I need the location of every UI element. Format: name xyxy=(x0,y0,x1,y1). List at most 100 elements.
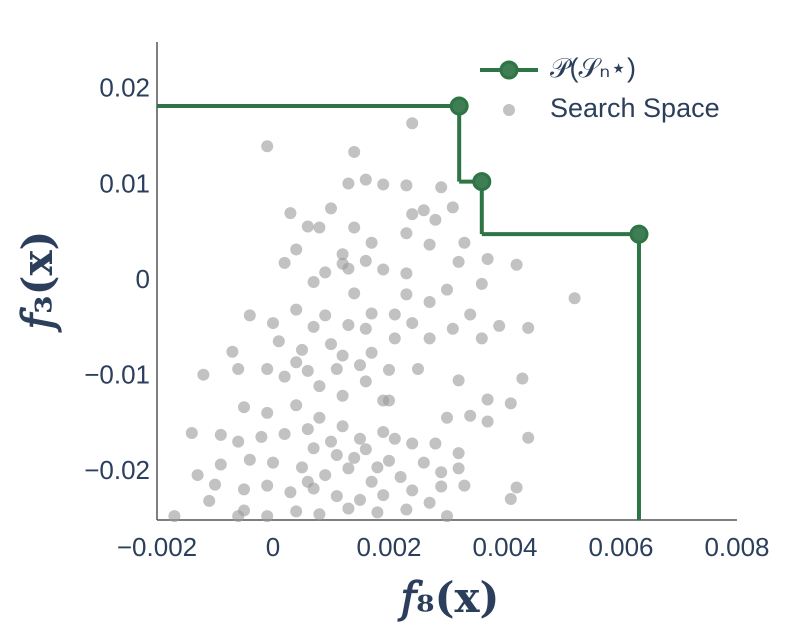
scatter-point xyxy=(458,236,471,249)
scatter-point xyxy=(406,317,419,330)
scatter-point xyxy=(388,308,401,321)
scatter-point xyxy=(417,456,430,469)
scatter-point xyxy=(226,345,239,358)
scatter-point xyxy=(359,375,372,388)
scatter-point xyxy=(238,401,250,414)
scatter-point xyxy=(290,243,303,256)
scatter-point xyxy=(435,480,448,493)
legend-label: Search Space xyxy=(550,93,720,123)
scatter-point xyxy=(272,335,285,348)
scatter-point xyxy=(365,346,378,359)
scatter-point xyxy=(441,283,453,296)
scatter-point xyxy=(522,321,535,334)
scatter-point xyxy=(464,308,477,321)
scatter-point xyxy=(261,510,274,523)
scatter-point xyxy=(400,267,413,280)
scatter-point xyxy=(214,428,227,441)
scatter-point xyxy=(336,349,349,362)
scatter-point xyxy=(446,201,459,214)
scatter-point xyxy=(429,437,442,450)
scatter-point xyxy=(359,322,372,335)
scatter-point xyxy=(365,236,378,249)
scatter-point xyxy=(423,332,436,345)
scatter-point xyxy=(354,432,366,445)
scatter-point xyxy=(278,427,291,440)
scatter-point xyxy=(441,510,453,523)
scatter-point xyxy=(214,458,227,471)
scatter-point xyxy=(516,372,529,385)
scatter-point xyxy=(359,254,372,267)
scatter-point xyxy=(238,483,250,496)
scatter-point xyxy=(203,494,216,507)
scatter-point xyxy=(475,332,488,345)
scatter-point xyxy=(307,275,320,288)
scatter-point xyxy=(278,370,291,383)
scatter-point xyxy=(359,443,372,456)
x-tick-label: −0.002 xyxy=(117,532,197,562)
scatter-point xyxy=(504,492,517,505)
x-tick-label: 0.006 xyxy=(588,532,653,562)
front-point xyxy=(449,96,469,116)
scatter-point xyxy=(406,208,419,221)
y-tick-label: 0 xyxy=(136,264,150,294)
scatter-point xyxy=(330,490,343,503)
scatter-point xyxy=(267,317,279,330)
scatter-point xyxy=(168,510,181,523)
scatter-point xyxy=(342,262,355,275)
scatter-point xyxy=(197,368,210,381)
scatter-point xyxy=(417,204,430,217)
scatter-point xyxy=(342,462,355,475)
scatter-point xyxy=(301,475,314,488)
scatter-point xyxy=(365,475,378,488)
scatter-point xyxy=(284,207,297,220)
scatter-point xyxy=(377,489,390,502)
scatter-point xyxy=(388,432,401,445)
scatter-point xyxy=(232,362,245,375)
scatter-point xyxy=(209,478,221,491)
scatter-point xyxy=(568,292,581,305)
scatter-point xyxy=(243,309,256,322)
scatter-point xyxy=(313,508,326,521)
scatter-point xyxy=(371,506,384,519)
scatter-point xyxy=(359,173,372,186)
scatter-point xyxy=(452,255,465,268)
scatter-point xyxy=(348,221,361,234)
scatter-point xyxy=(452,374,465,387)
scatter-point xyxy=(284,486,297,499)
scatter-point xyxy=(400,179,413,192)
scatter-point xyxy=(290,303,303,316)
scatter-point xyxy=(325,202,337,215)
y-axis-label: 𝑓₃(𝐱) xyxy=(13,231,62,334)
scatter-point xyxy=(342,177,355,190)
scatter-point xyxy=(307,320,320,333)
scatter-point xyxy=(406,484,419,497)
scatter-point xyxy=(232,510,245,523)
scatter-point xyxy=(522,431,535,444)
scatter-point xyxy=(406,117,419,130)
scatter-point xyxy=(377,263,390,276)
scatter-point xyxy=(481,253,494,266)
scatter-point xyxy=(278,256,291,269)
scatter-point xyxy=(406,437,419,450)
front-point xyxy=(629,224,649,244)
scatter-point xyxy=(429,213,442,226)
scatter-point xyxy=(458,479,471,492)
scatter-point xyxy=(435,181,448,194)
scatter-point xyxy=(504,397,517,410)
legend-label: 𝒫(𝒮ₙ⋆) xyxy=(550,53,636,83)
scatter-point xyxy=(296,343,308,356)
scatter-point xyxy=(325,338,337,351)
scatter-point xyxy=(481,415,494,428)
scatter-point xyxy=(325,435,337,448)
scatter-point xyxy=(319,266,332,279)
y-tick-label: −0.02 xyxy=(84,455,150,485)
scatter-point xyxy=(330,448,343,461)
scatter-point xyxy=(371,461,384,474)
scatter-point xyxy=(377,178,390,191)
scatter-point xyxy=(342,318,355,331)
scatter-point xyxy=(400,288,413,301)
scatter-point xyxy=(290,505,303,518)
y-tick-label: 0.02 xyxy=(99,73,150,103)
scatter-point xyxy=(394,470,407,483)
scatter-point xyxy=(261,479,274,492)
